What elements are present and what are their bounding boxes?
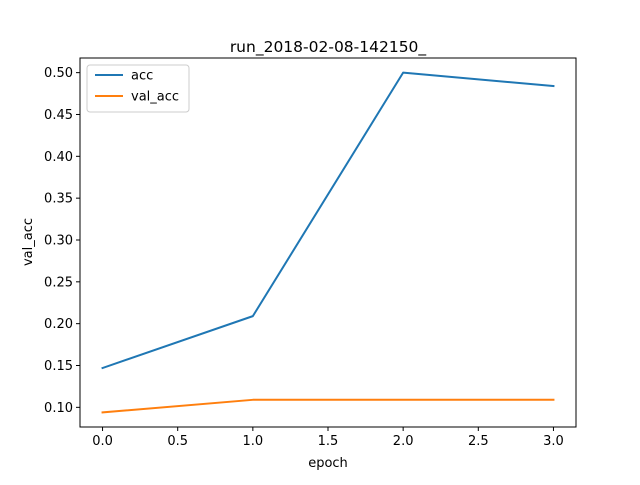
legend-label: acc (131, 69, 153, 84)
x-axis-label: epoch (308, 456, 348, 471)
y-tick-label: 0.30 (44, 233, 73, 248)
y-tick-label: 0.15 (44, 359, 73, 374)
chart-title: run_2018-02-08-142150_ (230, 38, 427, 57)
y-axis-label: val_acc (21, 218, 36, 266)
legend-box (86, 64, 190, 113)
y-tick-label: 0.25 (44, 275, 73, 290)
series-line-acc (101, 71, 555, 370)
series-line-val-acc (101, 398, 555, 414)
legend: acc val_acc (86, 64, 190, 113)
x-tick-label: 0.0 (92, 434, 113, 449)
x-tick-label: 0.5 (167, 434, 188, 449)
x-tick-label: 2.0 (393, 434, 414, 449)
y-tick-label: 0.50 (44, 66, 73, 81)
y-tick-label: 0.20 (44, 317, 73, 332)
y-tick-label: 0.10 (44, 401, 73, 416)
x-tick-label: 1.0 (243, 434, 264, 449)
y-tick-label: 0.35 (44, 192, 73, 207)
legend-label: val_acc (131, 90, 179, 105)
series-lines (101, 71, 555, 414)
x-tick-label: 2.5 (468, 434, 489, 449)
axis-ticks: 0.0 0.5 1.0 1.5 2.0 2.5 3.0 0.10 0.15 0.20 0.25 0.3… (44, 66, 564, 449)
x-tick-label: 1.5 (318, 434, 339, 449)
x-tick-label: 3.0 (543, 434, 564, 449)
y-tick-label: 0.45 (44, 108, 73, 123)
y-tick-label: 0.40 (44, 150, 73, 165)
plot-frame (79, 57, 577, 428)
